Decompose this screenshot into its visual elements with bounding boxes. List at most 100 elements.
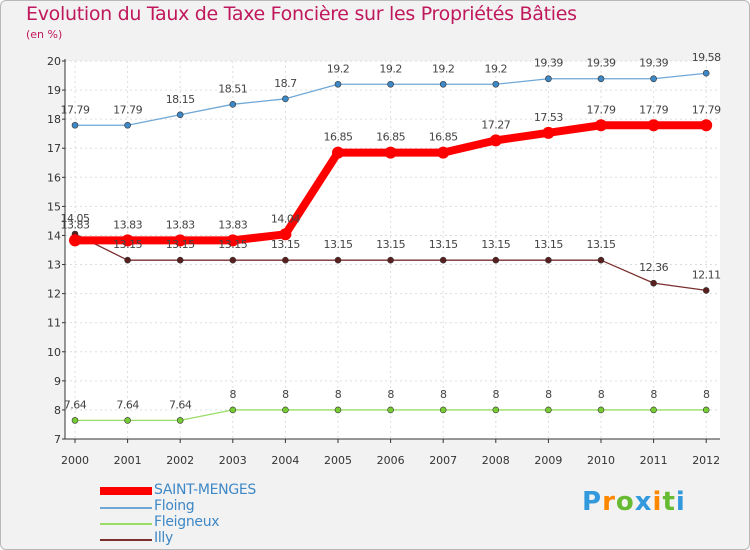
x-tick-label: 2001 [114,454,142,467]
legend-label: Illy [154,530,173,546]
chart-title: Evolution du Taux de Taxe Foncière sur l… [26,3,577,25]
legend-label: Fleigneux [154,514,220,530]
legend-swatch [100,539,152,541]
data-point [124,417,131,424]
data-point [439,406,447,414]
data-label: 8 [650,388,657,401]
x-tick-label: 2008 [482,454,510,467]
data-label: 17.79 [61,103,90,116]
data-point [702,406,710,414]
data-label: 19.2 [432,62,455,75]
data-point [334,80,342,88]
data-label: 17.79 [587,103,616,116]
data-point [334,256,342,264]
data-label: 12.36 [639,261,668,274]
x-tick-label: 2012 [692,454,720,467]
data-label: 18.7 [274,77,297,90]
data-point [437,146,450,159]
x-tick-label: 2004 [271,454,299,467]
data-label: 16.85 [429,131,458,144]
data-point [492,406,500,414]
data-point [71,121,79,129]
y-tick-label: 9 [54,375,61,388]
data-label: 8 [335,388,342,401]
legend-label: SAINT-MENGES [154,482,257,498]
data-label: 13.15 [166,238,195,251]
data-label: 13.15 [481,238,510,251]
logo-letter: x [634,487,653,517]
x-tick-label: 2003 [219,454,247,467]
data-point [387,80,394,88]
data-point [282,406,289,414]
data-point [597,406,605,414]
data-point [597,75,605,83]
data-label: 13.83 [166,218,195,231]
data-label: 13.15 [324,238,353,251]
y-tick-label: 20 [47,55,61,68]
logo-letter: P [582,487,603,517]
data-point [595,119,607,132]
data-point [229,256,237,264]
logo-letter: r [602,487,616,517]
data-label: 7.64 [64,398,87,411]
data-point [650,279,657,287]
x-tick-label: 2000 [61,454,89,467]
data-label: 13.15 [218,238,247,251]
data-point [492,80,500,88]
data-label: 13.15 [429,238,458,251]
logo-letter: i [652,487,663,517]
data-point [545,406,552,414]
data-label: 8 [440,388,447,401]
data-point [174,234,187,247]
data-label: 13.15 [113,238,142,251]
logo-letter: t [662,487,676,517]
data-label: 13.83 [61,218,90,231]
data-label: 12.11 [692,268,721,281]
data-label: 8 [282,388,289,401]
logo-letter: o [615,487,635,517]
data-point [387,256,394,264]
data-point [176,256,184,264]
data-point [702,287,710,294]
data-label: 17.27 [481,118,510,131]
data-point [279,228,292,241]
data-point [124,121,131,129]
legend-label: Floing [154,498,195,514]
data-point [650,406,657,414]
data-label: 8 [703,388,710,401]
data-label: 13.15 [376,238,405,251]
data-point [439,80,447,88]
y-tick-label: 17 [47,142,61,155]
data-label: 19.2 [327,62,350,75]
data-point [71,417,79,424]
data-label: 8 [598,388,605,401]
data-point [387,406,394,414]
data-label: 17.79 [113,103,142,116]
data-label: 13.83 [218,218,247,231]
data-point [334,406,342,414]
x-tick-label: 2006 [377,454,405,467]
y-tick-label: 7 [54,433,61,446]
legend-swatch [100,487,152,495]
y-tick-label: 18 [47,113,61,126]
data-point [332,146,344,159]
data-point [124,256,131,264]
data-label: 8 [230,388,237,401]
data-point [489,134,502,147]
data-label: 7.64 [116,398,139,411]
data-label: 19.39 [587,57,616,70]
data-label: 18.51 [218,82,247,95]
data-point [542,126,555,139]
data-label: 8 [493,388,500,401]
data-point [492,256,500,264]
y-tick-label: 15 [47,200,61,213]
data-label: 7.64 [169,398,192,411]
data-label: 19.58 [692,51,721,64]
y-tick-label: 14 [47,229,61,242]
x-tick-label: 2011 [640,454,668,467]
y-tick-label: 16 [47,171,61,184]
data-label: 13.83 [113,218,142,231]
data-point [69,234,81,247]
data-label: 13.15 [271,238,300,251]
data-label: 19.2 [379,62,402,75]
